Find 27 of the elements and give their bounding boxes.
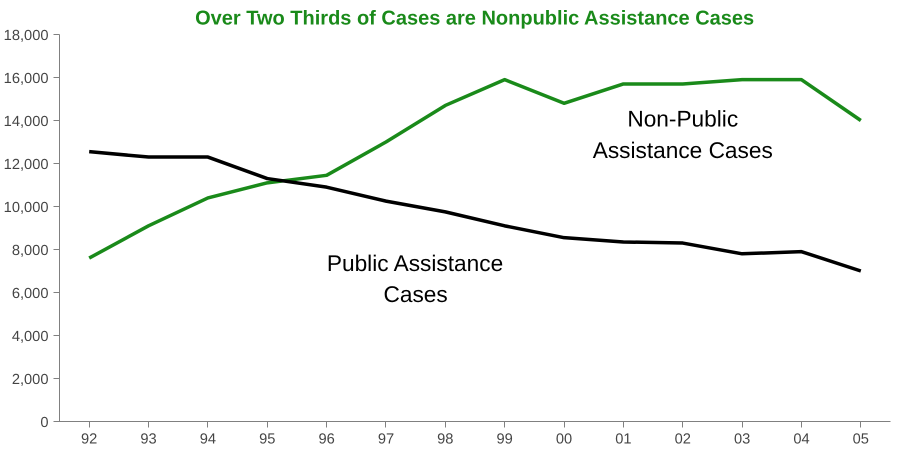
x-tick-label: 95: [259, 432, 276, 448]
y-tick-label: 10,000: [4, 200, 48, 216]
x-tick-label: 92: [81, 432, 98, 448]
x-tick-label: 96: [318, 432, 335, 448]
chart-title: Over Two Thirds of Cases are Nonpublic Assistance Cases: [195, 8, 754, 30]
y-tick-label: 6,000: [12, 286, 49, 302]
y-tick-label: 12,000: [4, 157, 48, 173]
y-tick-label: 8,000: [12, 243, 49, 259]
series-label: Public Assistance Cases: [326, 250, 504, 308]
x-tick-label: 98: [437, 432, 454, 448]
x-tick-label: 94: [200, 432, 216, 448]
x-tick-label: 00: [556, 432, 572, 448]
x-tick-label: 05: [852, 432, 869, 448]
x-tick-label: 02: [674, 432, 691, 448]
y-tick-label: 2,000: [12, 372, 49, 388]
y-tick-label: 4,000: [12, 329, 49, 345]
y-tick-label: 18,000: [4, 28, 48, 44]
x-tick-label: 99: [496, 432, 513, 448]
x-tick-label: 93: [140, 432, 157, 448]
y-tick-label: 14,000: [4, 114, 48, 130]
x-tick-label: 03: [734, 432, 750, 448]
y-tick-label: 16,000: [4, 71, 48, 87]
x-tick-label: 04: [793, 432, 810, 448]
x-tick-label: 01: [615, 432, 632, 448]
x-tick-label: 97: [378, 432, 394, 448]
series-label: Non-Public Assistance Cases: [592, 106, 773, 163]
y-tick-label: 0: [40, 415, 49, 431]
